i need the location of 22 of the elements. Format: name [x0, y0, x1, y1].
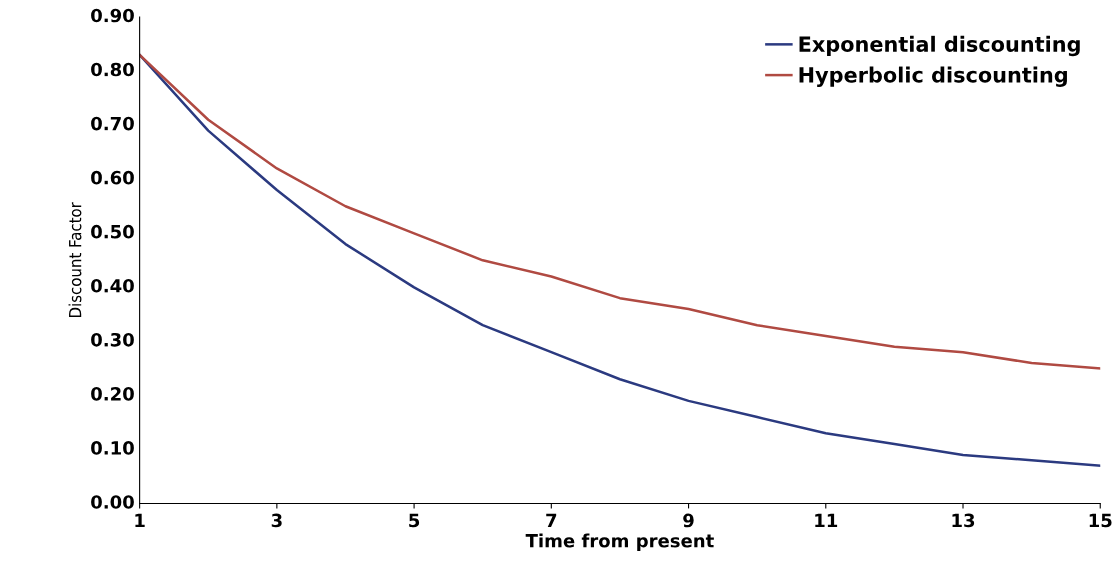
x-axis-title: Time from present [525, 533, 714, 552]
y-tick-label: 0.90 [91, 8, 134, 23]
x-tick-label: 7 [546, 513, 557, 528]
y-tick-label: 0.10 [91, 441, 134, 455]
x-tick-label: 9 [683, 513, 694, 528]
legend-label: Hyperbolic discounting [799, 66, 1067, 87]
legend-label: Exponential discounting [799, 35, 1080, 57]
x-tick-label: 1 [135, 513, 145, 528]
y-tick-label: 0.20 [91, 387, 134, 401]
y-tick-label: 0.40 [91, 278, 134, 293]
x-tick-label: 13 [952, 513, 975, 528]
y-tick-label: 0.00 [91, 495, 134, 509]
y-tick-label: 0.80 [91, 62, 134, 77]
y-tick-label: 0.50 [91, 224, 134, 239]
y-tick-label: 0.70 [91, 116, 134, 131]
y-tick-label: 0.60 [91, 170, 134, 185]
x-tick-label: 3 [271, 513, 282, 528]
y-axis-title: Discount Factor [68, 202, 82, 318]
x-tick-label: 11 [815, 513, 838, 528]
x-tick-label: 5 [409, 513, 420, 528]
x-tick-label: 15 [1089, 513, 1112, 528]
y-tick-label: 0.30 [91, 332, 134, 347]
